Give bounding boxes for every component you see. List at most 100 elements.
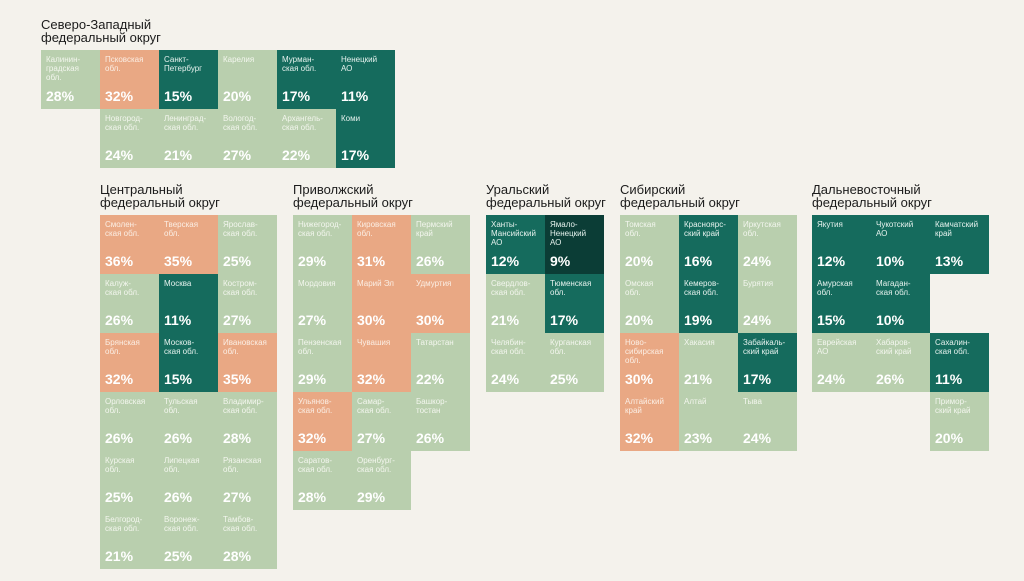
region-value: 28% bbox=[223, 430, 252, 446]
region-value: 24% bbox=[817, 371, 846, 387]
region-tile: Мурман- ская обл. 17% bbox=[277, 50, 336, 109]
region-value: 20% bbox=[935, 430, 964, 446]
region-name: Тульская обл. bbox=[164, 397, 198, 415]
region-name: Орловская обл. bbox=[105, 397, 146, 415]
region-name: Белгород- ская обл. bbox=[105, 515, 143, 533]
region-name: Санкт- Петербург bbox=[164, 55, 203, 73]
region-value: 25% bbox=[223, 253, 252, 269]
region-value: 17% bbox=[743, 371, 772, 387]
region-value: 22% bbox=[282, 147, 311, 163]
region-name: Кемеров- ская обл. bbox=[684, 279, 719, 297]
region-name: Курская обл. bbox=[105, 456, 135, 474]
region-tile: Владимир- ская обл. 28% bbox=[218, 392, 277, 451]
region-tile: Магадан- ская обл. 10% bbox=[871, 274, 930, 333]
region-value: 31% bbox=[357, 253, 386, 269]
region-name: Нижегород- ская обл. bbox=[298, 220, 342, 238]
region-name: Бурятия bbox=[743, 279, 774, 288]
region-name: Оренбург- ская обл. bbox=[357, 456, 395, 474]
region-tile: Тюменская обл. 17% bbox=[545, 274, 604, 333]
region-tile: Алтай 23% bbox=[679, 392, 738, 451]
region-value: 20% bbox=[223, 88, 252, 104]
region-tile: Новгород- ская обл. 24% bbox=[100, 109, 159, 168]
region-name: Владимир- ская обл. bbox=[223, 397, 264, 415]
district-title-central: Центральный федеральный округ bbox=[100, 182, 220, 210]
region-tile: Кировская обл. 31% bbox=[352, 215, 411, 274]
region-name: Коми bbox=[341, 114, 361, 123]
region-tile: Нижегород- ская обл. 29% bbox=[293, 215, 352, 274]
region-tile: Забайкаль- ский край 17% bbox=[738, 333, 797, 392]
region-tile: Оренбург- ская обл. 29% bbox=[352, 451, 411, 510]
region-value: 28% bbox=[46, 88, 75, 104]
region-value: 29% bbox=[357, 489, 386, 505]
region-value: 27% bbox=[223, 489, 252, 505]
region-name: Ярослав- ская обл. bbox=[223, 220, 258, 238]
region-name: Камчатский край bbox=[935, 220, 979, 238]
region-tile: Москов- ская обл. 15% bbox=[159, 333, 218, 392]
region-value: 12% bbox=[491, 253, 520, 269]
region-value: 28% bbox=[298, 489, 327, 505]
region-value: 13% bbox=[935, 253, 964, 269]
region-name: Тамбов- ская обл. bbox=[223, 515, 258, 533]
region-value: 21% bbox=[164, 147, 193, 163]
region-value: 29% bbox=[298, 371, 327, 387]
region-name: Саратов- ская обл. bbox=[298, 456, 333, 474]
region-tile: Костром- ская обл. 27% bbox=[218, 274, 277, 333]
region-tile: Хакасия 21% bbox=[679, 333, 738, 392]
region-name: Ханты- Мансийский АО bbox=[491, 220, 536, 247]
region-value: 35% bbox=[164, 253, 193, 269]
region-value: 22% bbox=[416, 371, 445, 387]
region-tile: Курганская обл. 25% bbox=[545, 333, 604, 392]
region-tile: Чукотский АО 10% bbox=[871, 215, 930, 274]
region-value: 15% bbox=[817, 312, 846, 328]
region-value: 27% bbox=[223, 312, 252, 328]
region-name: Ямало- Ненецкий АО bbox=[550, 220, 587, 247]
region-value: 26% bbox=[876, 371, 905, 387]
region-name: Пермский край bbox=[416, 220, 453, 238]
district-title-northwest: Северо-Западный федеральный округ bbox=[41, 17, 161, 45]
district-title-volga: Приволжский федеральный округ bbox=[293, 182, 413, 210]
region-tile: Тульская обл. 26% bbox=[159, 392, 218, 451]
region-value: 23% bbox=[684, 430, 713, 446]
region-value: 10% bbox=[876, 312, 905, 328]
region-value: 12% bbox=[817, 253, 846, 269]
region-name: Липецкая обл. bbox=[164, 456, 200, 474]
region-name: Якутия bbox=[817, 220, 843, 229]
district-title-fareast: Дальневосточный федеральный округ bbox=[812, 182, 932, 210]
region-value: 19% bbox=[684, 312, 713, 328]
region-value: 11% bbox=[341, 88, 369, 104]
region-value: 20% bbox=[625, 253, 654, 269]
region-tile: Кемеров- ская обл. 19% bbox=[679, 274, 738, 333]
region-tile: Удмуртия 30% bbox=[411, 274, 470, 333]
region-value: 24% bbox=[743, 430, 772, 446]
region-value: 26% bbox=[416, 430, 445, 446]
region-value: 9% bbox=[550, 253, 571, 269]
region-value: 20% bbox=[625, 312, 654, 328]
region-value: 15% bbox=[164, 371, 193, 387]
region-tile: Еврейская АО 24% bbox=[812, 333, 871, 392]
region-name: Башкор- тостан bbox=[416, 397, 448, 415]
region-name: Хакасия bbox=[684, 338, 715, 347]
region-value: 36% bbox=[105, 253, 134, 269]
region-name: Примор- ский край bbox=[935, 397, 971, 415]
region-tile: Ульянов- ская обл. 32% bbox=[293, 392, 352, 451]
region-name: Забайкаль- ский край bbox=[743, 338, 786, 356]
region-name: Челябин- ская обл. bbox=[491, 338, 526, 356]
region-tile: Самар- ская обл. 27% bbox=[352, 392, 411, 451]
region-name: Алтайский край bbox=[625, 397, 664, 415]
region-tile: Тыва 24% bbox=[738, 392, 797, 451]
region-value: 25% bbox=[164, 548, 193, 564]
region-name: Хабаров- ский край bbox=[876, 338, 912, 356]
region-value: 30% bbox=[416, 312, 445, 328]
region-value: 32% bbox=[105, 88, 134, 104]
region-value: 30% bbox=[625, 371, 654, 387]
region-value: 17% bbox=[550, 312, 579, 328]
region-tile: Ивановская обл. 35% bbox=[218, 333, 277, 392]
region-tile: Псковская обл. 32% bbox=[100, 50, 159, 109]
region-name: Томская обл. bbox=[625, 220, 656, 238]
region-value: 15% bbox=[164, 88, 193, 104]
region-tile: Пермский край 26% bbox=[411, 215, 470, 274]
region-tile: Рязанская обл. 27% bbox=[218, 451, 277, 510]
region-tile: Ненецкий АО 11% bbox=[336, 50, 395, 109]
region-tile: Брянская обл. 32% bbox=[100, 333, 159, 392]
region-value: 17% bbox=[341, 147, 370, 163]
